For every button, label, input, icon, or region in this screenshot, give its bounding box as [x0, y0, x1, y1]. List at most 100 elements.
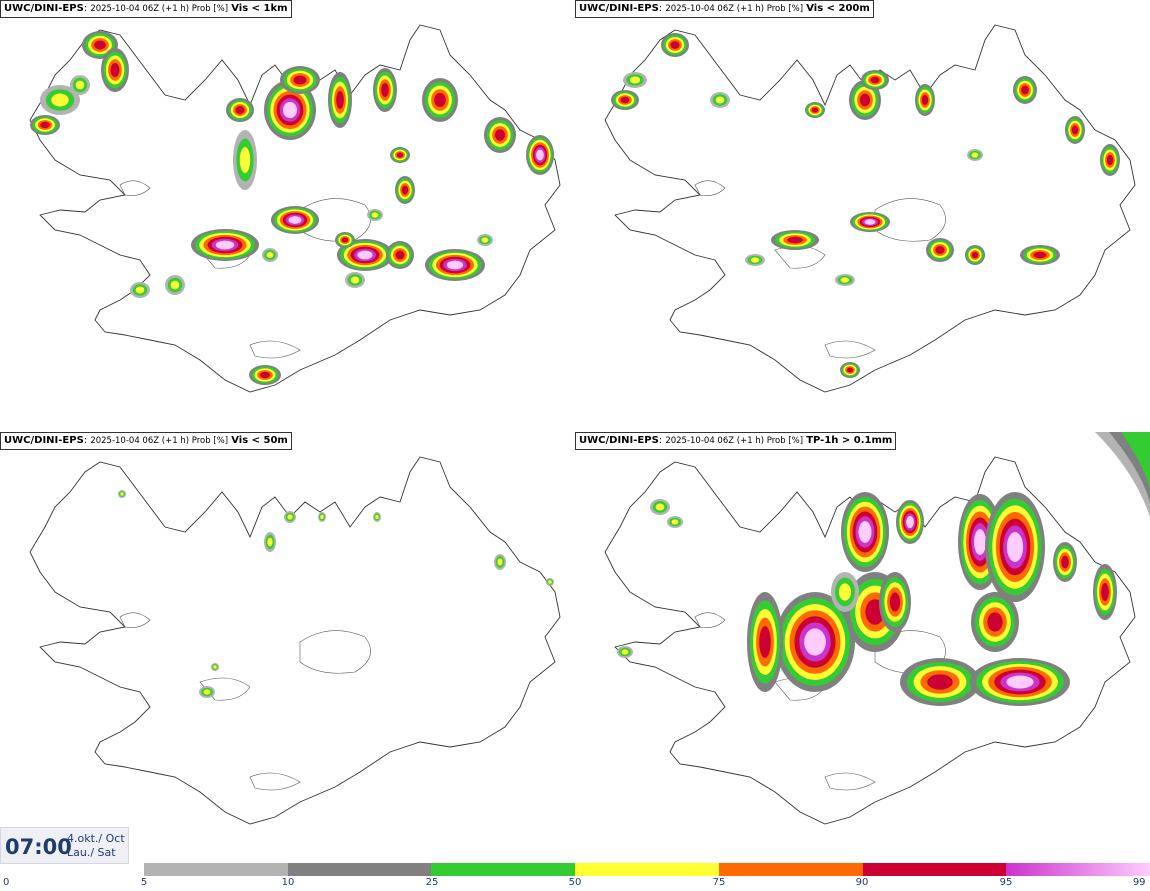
probability-contour: [548, 580, 552, 584]
probability-contour: [94, 40, 106, 50]
probability-contour: [341, 237, 349, 243]
probability-contour: [987, 612, 1003, 632]
glacier-outline: [694, 180, 726, 196]
probability-contour: [288, 216, 302, 224]
map-panel-tp-1h: UWC/DINI-EPS: 2025-10-04 06Z (+1 h) Prob…: [575, 432, 1150, 862]
map-panel-vis-1km: UWC/DINI-EPS: 2025-10-04 06Z (+1 h) Prob…: [0, 0, 575, 430]
panel-title: UWC/DINI-EPS: 2025-10-04 06Z (+1 h) Prob…: [0, 0, 292, 18]
probability-contour: [621, 649, 629, 655]
glacier-outline: [694, 612, 726, 628]
probability-contour: [971, 251, 979, 259]
valid-time: 07:00: [5, 835, 72, 859]
probability-contour: [215, 240, 235, 250]
probability-contour: [51, 93, 69, 107]
probability-contour: [1021, 85, 1029, 95]
probability-contour: [282, 101, 298, 119]
probability-contour: [239, 147, 251, 173]
glacier-outline: [299, 198, 371, 242]
run-info: 2025-10-04 06Z (+1 h) Prob [%]: [665, 4, 804, 14]
probability-contour: [838, 583, 852, 601]
probability-contour: [670, 41, 680, 49]
probability-contour: [1106, 154, 1114, 166]
probability-contour: [203, 689, 211, 695]
probability-contour: [170, 280, 180, 290]
run-info: 2025-10-04 06Z (+1 h) Prob [%]: [90, 436, 229, 446]
run-info: 2025-10-04 06Z (+1 h) Prob [%]: [90, 4, 229, 14]
map-panel-vis-200m: UWC/DINI-EPS: 2025-10-04 06Z (+1 h) Prob…: [575, 0, 1150, 430]
probability-contour: [536, 149, 544, 161]
probability-contour: [350, 276, 360, 284]
colorbar-segment: [575, 863, 719, 876]
probability-contour: [859, 93, 871, 107]
probability-contour: [671, 519, 679, 525]
probability-contour: [1071, 125, 1079, 135]
probability-contour: [120, 492, 124, 496]
probability-contour: [110, 62, 120, 78]
model-name: UWC/DINI-EPS: [579, 435, 659, 446]
probability-colorbar: [144, 863, 1150, 876]
glacier-outline: [249, 340, 301, 359]
model-name: UWC/DINI-EPS: [4, 435, 84, 446]
colorbar-tick-label: 95: [999, 877, 1013, 888]
probability-contour: [935, 246, 945, 254]
probability-contour: [40, 121, 50, 129]
probability-contour: [396, 152, 404, 158]
model-name: UWC/DINI-EPS: [4, 3, 84, 14]
probability-contour: [864, 219, 876, 225]
field-name: Vis < 1km: [231, 3, 288, 14]
probability-contour: [375, 514, 379, 520]
weekday-line: Lau./ Sat: [67, 846, 116, 859]
probability-contour: [1101, 583, 1109, 601]
probability-contour: [320, 514, 324, 520]
glacier-outline: [119, 180, 151, 196]
colorbar-tick-label: 10: [281, 877, 295, 888]
probability-contour: [446, 260, 464, 270]
colorbar-segment: [1006, 863, 1150, 876]
run-info: 2025-10-04 06Z (+1 h) Prob [%]: [665, 436, 804, 446]
probability-contour: [906, 516, 914, 528]
colorbar-tick-label: 50: [568, 877, 582, 888]
probability-contour: [293, 75, 307, 85]
valid-date: 4.okt./ Oct Lau./ Sat: [67, 832, 125, 860]
glacier-outline: [249, 772, 301, 791]
glacier-outline: [824, 340, 876, 359]
probability-contour: [840, 277, 850, 283]
probability-contour: [629, 76, 641, 84]
probability-contour: [811, 107, 819, 113]
colorbar-tick-label: 90: [855, 877, 869, 888]
probability-contour: [494, 129, 506, 141]
iceland-map: [29, 456, 561, 825]
colorbar-segment: [287, 863, 432, 876]
probability-contour: [267, 537, 273, 547]
valid-time-box: 07:00 4.okt./ Oct Lau./ Sat: [0, 827, 129, 864]
probability-contour: [401, 185, 409, 195]
probability-contour: [804, 628, 826, 656]
colorbar-segment: [431, 863, 576, 876]
panel-title: UWC/DINI-EPS: 2025-10-04 06Z (+1 h) Prob…: [575, 432, 897, 450]
probability-contour: [135, 286, 145, 294]
colorbar-tick-label: 25: [425, 877, 439, 888]
glacier-outline: [299, 630, 371, 674]
map-panel-vis-50m: UWC/DINI-EPS: 2025-10-04 06Z (+1 h) Prob…: [0, 432, 575, 862]
coastline: [604, 456, 1136, 825]
probability-contour: [213, 665, 217, 669]
probability-contour: [870, 76, 880, 84]
probability-contour: [259, 371, 271, 379]
colorbar-segment: [862, 863, 1007, 876]
probability-contour: [655, 503, 665, 511]
probability-contour: [434, 92, 446, 108]
probability-contour: [371, 212, 379, 218]
colorbar-tick-label: 5: [140, 877, 148, 888]
probability-contour: [974, 528, 986, 556]
probability-contour: [1006, 532, 1024, 562]
iceland-map: [604, 24, 1136, 393]
field-name: Vis < 50m: [231, 435, 288, 446]
probability-contour: [1033, 251, 1047, 259]
probability-contour: [1006, 675, 1034, 689]
colorbar-segment: [718, 863, 863, 876]
glacier-outline: [824, 772, 876, 791]
glacier-outline: [199, 677, 251, 701]
glacier-outline: [119, 612, 151, 628]
probability-contour: [971, 152, 979, 158]
coastline: [604, 24, 1136, 393]
